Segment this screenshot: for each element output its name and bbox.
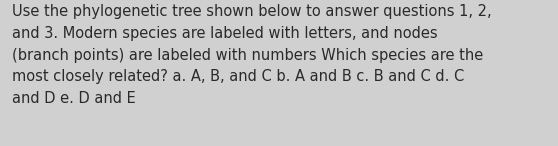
Text: Use the phylogenetic tree shown below to answer questions 1, 2,
and 3. Modern sp: Use the phylogenetic tree shown below to…	[12, 4, 492, 106]
